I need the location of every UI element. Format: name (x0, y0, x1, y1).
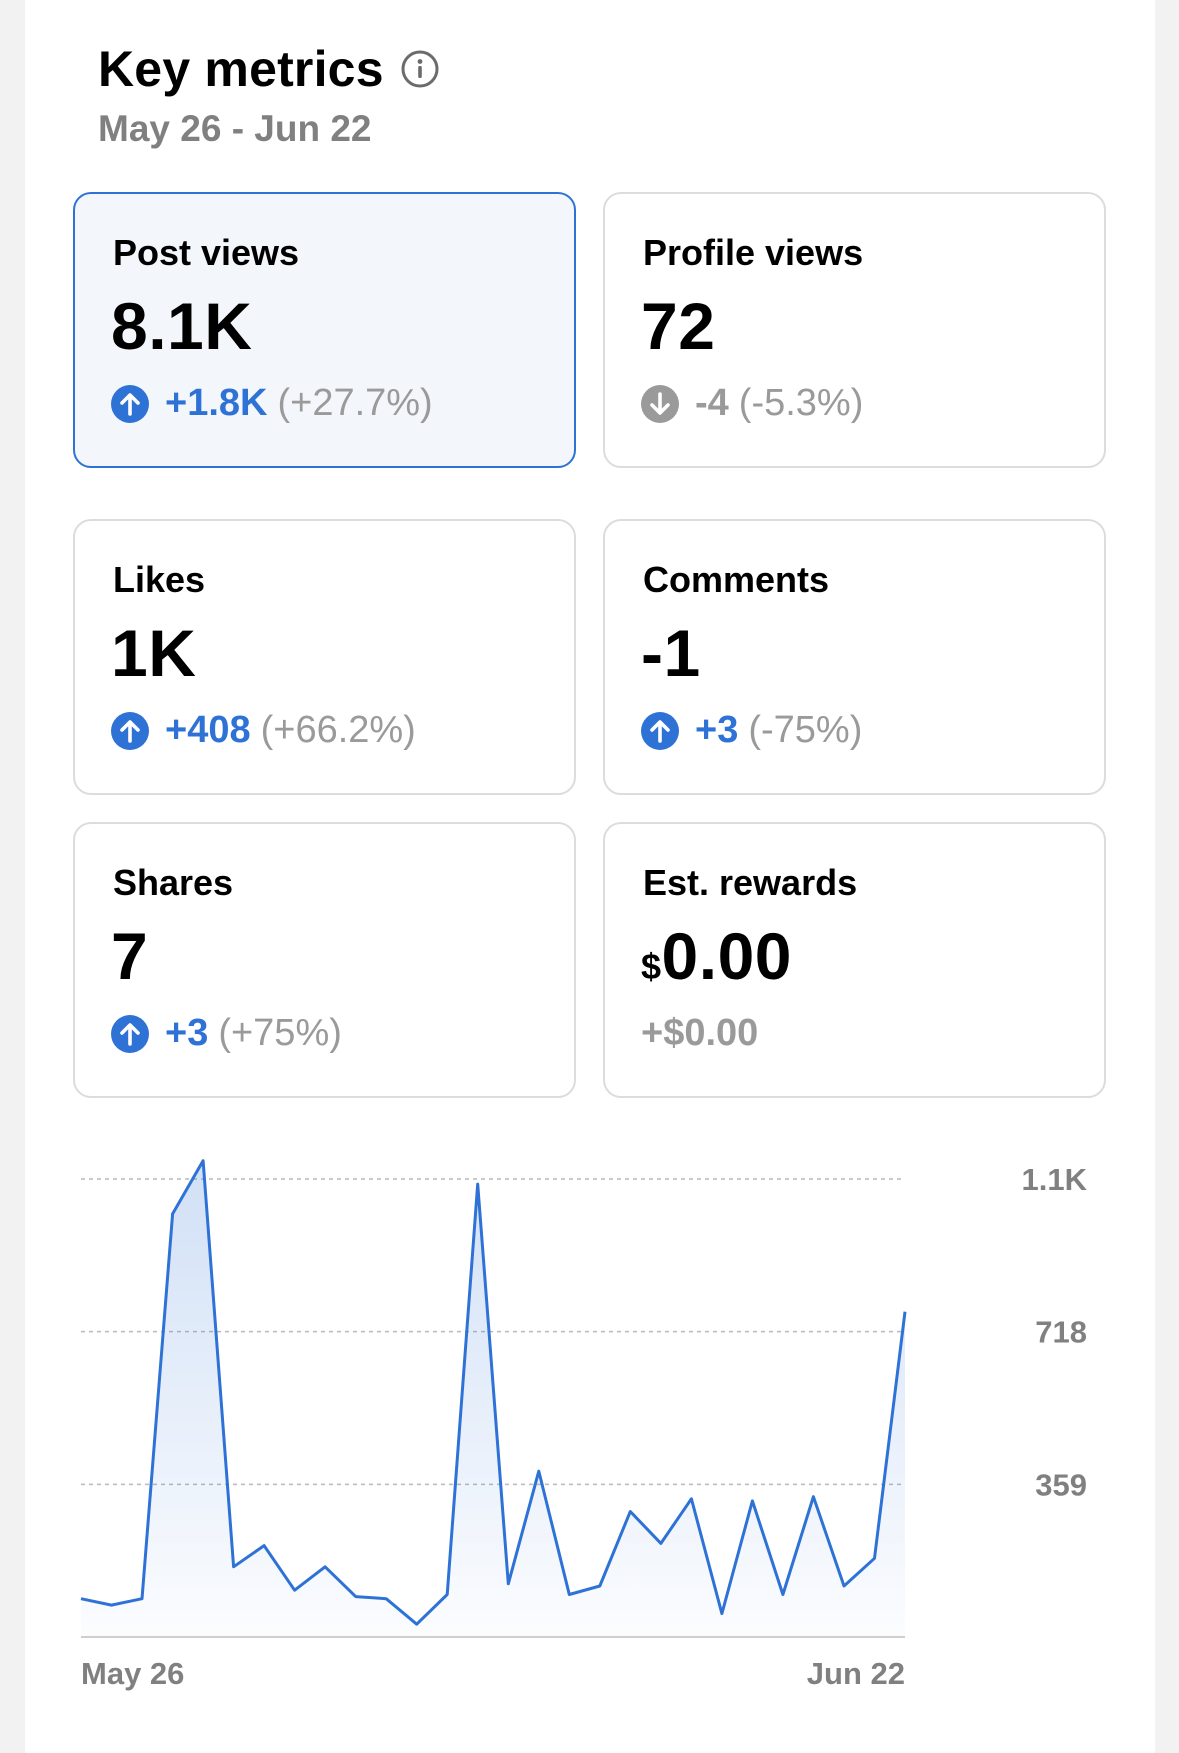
metric-label: Likes (113, 559, 206, 600)
chart-data-point (383, 1596, 389, 1602)
metric-label: Shares (113, 862, 234, 903)
chart-data-point (353, 1594, 359, 1600)
chart-data-point (719, 1611, 725, 1617)
chart-data-point (566, 1591, 572, 1597)
arrow-up-icon (641, 711, 679, 750)
metric-card-est-rewards[interactable]: Est. rewards $0.00 +$0.00 (603, 822, 1106, 1098)
metric-card-post-views[interactable]: Post views 8.1K +1.8K (+27.7%) (73, 192, 576, 468)
chart-data-point (536, 1468, 542, 1474)
chart-data-point (139, 1596, 145, 1602)
arrow-down-icon (641, 384, 679, 423)
metric-delta-amount: +$0.00 (641, 1012, 759, 1054)
chart-data-point (261, 1543, 267, 1549)
chart-data-point (231, 1564, 237, 1570)
chart-data-point (475, 1181, 481, 1187)
chart-data-point (200, 1158, 206, 1164)
chart-data-point (322, 1564, 328, 1570)
chart-data-point (444, 1591, 450, 1597)
metric-card-profile-views[interactable]: Profile views 72 -4 (-5.3%) (603, 192, 1106, 468)
chart-y-tick-label: 1.1K (1022, 1162, 1088, 1197)
metric-delta-amount: +408 (165, 709, 251, 751)
metric-delta-percent: (+75%) (218, 1012, 342, 1054)
metric-value: $0.00 (641, 918, 792, 994)
chart-data-point (749, 1498, 755, 1504)
metric-delta-amount: +3 (695, 709, 739, 751)
metric-delta: +$0.00 (641, 1012, 758, 1055)
key-metrics-panel: Key metrics May 26 - Jun 22 Post views 8… (25, 0, 1155, 1753)
chart-data-point (109, 1602, 115, 1608)
chart-data-point (841, 1583, 847, 1589)
chart-data-point (627, 1509, 633, 1515)
chart-data-point (292, 1587, 298, 1593)
chart-y-tick-label: 718 (1035, 1315, 1087, 1350)
metric-value-amount: 0.00 (661, 919, 792, 993)
metric-delta: +3 (+75%) (111, 1012, 342, 1055)
metric-delta-amount: +1.8K (165, 382, 268, 424)
metric-card-comments[interactable]: Comments -1 +3 (-75%) (603, 519, 1106, 795)
chart-y-tick-label: 359 (1035, 1467, 1087, 1502)
metric-delta-percent: (-75%) (748, 709, 863, 751)
date-range[interactable]: May 26 - Jun 22 (98, 108, 372, 149)
arrow-up-icon (111, 384, 149, 423)
chart-data-point (170, 1211, 176, 1217)
info-icon[interactable] (400, 49, 440, 89)
metric-delta-amount: -4 (695, 382, 729, 424)
chart-series-line (80, 1159, 907, 1626)
metric-card-likes[interactable]: Likes 1K +408 (+66.2%) (73, 519, 576, 795)
metric-delta: +3 (-75%) (641, 709, 862, 752)
metric-value: 72 (641, 289, 716, 363)
metric-delta: +1.8K (+27.7%) (111, 382, 433, 425)
page-title: Key metrics (98, 41, 384, 97)
metric-label: Post views (113, 232, 300, 273)
metric-card-shares[interactable]: Shares 7 +3 (+75%) (73, 822, 576, 1098)
chart-data-point (780, 1591, 786, 1597)
chart-data-point (810, 1494, 816, 1500)
metric-label: Comments (643, 559, 830, 600)
chart-data-point (658, 1540, 664, 1546)
chart-data-point (78, 1596, 84, 1602)
chart-data-point (902, 1309, 908, 1315)
chart-x-tick-label: May 26 (81, 1656, 184, 1691)
post-views-chart[interactable]: 1.1K 718 359 May 26 Jun 22 (25, 0, 1155, 1753)
header: Key metrics May 26 - Jun 22 (98, 40, 440, 150)
metric-value: 1K (111, 616, 197, 690)
arrow-up-icon (111, 1014, 149, 1053)
chart-data-point (688, 1496, 694, 1502)
metric-delta: -4 (-5.3%) (641, 382, 863, 425)
chart-data-point (505, 1581, 511, 1587)
metric-label: Est. rewards (643, 862, 858, 903)
metric-delta: +408 (+66.2%) (111, 709, 416, 752)
chart-data-point (871, 1555, 877, 1561)
arrow-up-icon (111, 711, 149, 750)
currency-symbol: $ (641, 946, 662, 987)
chart-x-tick-label: Jun 22 (807, 1656, 905, 1691)
metric-label: Profile views (643, 232, 864, 273)
metric-delta-percent: (-5.3%) (738, 382, 864, 424)
chart-data-point (597, 1583, 603, 1589)
chart-data-point (414, 1621, 420, 1627)
metric-value: 7 (111, 919, 149, 993)
metric-delta-amount: +3 (165, 1012, 209, 1054)
metric-value: -1 (641, 616, 701, 690)
metric-delta-percent: (+66.2%) (260, 709, 416, 751)
metric-value: 8.1K (111, 289, 253, 363)
metric-delta-percent: (+27.7%) (277, 382, 433, 424)
